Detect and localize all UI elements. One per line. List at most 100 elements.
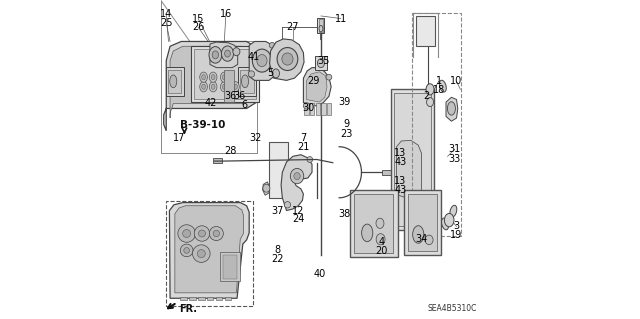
Bar <box>194 49 256 99</box>
Ellipse shape <box>400 163 415 181</box>
Ellipse shape <box>209 47 221 63</box>
Text: 28: 28 <box>225 145 237 156</box>
Bar <box>416 16 435 46</box>
Ellipse shape <box>252 49 271 72</box>
Ellipse shape <box>170 75 177 88</box>
Bar <box>350 190 397 257</box>
Text: 8: 8 <box>275 245 281 256</box>
Bar <box>317 18 324 33</box>
Ellipse shape <box>269 42 275 48</box>
Text: 3: 3 <box>454 221 460 232</box>
Text: 1: 1 <box>436 76 442 86</box>
Ellipse shape <box>222 84 226 89</box>
Text: 30: 30 <box>303 103 315 114</box>
Ellipse shape <box>220 72 228 82</box>
Text: 12: 12 <box>292 205 305 216</box>
Ellipse shape <box>209 226 223 241</box>
Text: 36: 36 <box>234 91 246 101</box>
Text: 9: 9 <box>343 119 349 130</box>
Bar <box>382 170 391 175</box>
Bar <box>327 103 332 115</box>
Polygon shape <box>269 39 304 80</box>
Text: 35: 35 <box>317 56 330 66</box>
Text: 43: 43 <box>394 185 406 195</box>
Text: 19: 19 <box>451 230 463 241</box>
Ellipse shape <box>326 74 332 80</box>
Ellipse shape <box>248 71 255 77</box>
Polygon shape <box>303 68 331 106</box>
Ellipse shape <box>178 225 195 242</box>
Ellipse shape <box>284 202 291 208</box>
Ellipse shape <box>198 230 205 237</box>
Ellipse shape <box>426 98 433 107</box>
Bar <box>191 46 259 102</box>
Ellipse shape <box>195 226 210 241</box>
Text: SEA4B5310C: SEA4B5310C <box>428 304 477 313</box>
Ellipse shape <box>376 218 384 228</box>
Ellipse shape <box>234 84 237 89</box>
Bar <box>394 93 431 226</box>
Text: 24: 24 <box>292 214 305 225</box>
Ellipse shape <box>444 213 454 227</box>
Bar <box>391 89 434 230</box>
Ellipse shape <box>282 53 293 65</box>
Text: 42: 42 <box>205 98 217 108</box>
Text: 4: 4 <box>378 237 384 248</box>
Ellipse shape <box>211 84 215 89</box>
Ellipse shape <box>450 205 457 217</box>
Ellipse shape <box>180 244 193 257</box>
Ellipse shape <box>291 168 304 184</box>
Bar <box>180 297 187 300</box>
Text: 33: 33 <box>449 154 461 164</box>
Bar <box>269 142 288 198</box>
Text: 17: 17 <box>173 133 185 143</box>
Polygon shape <box>164 41 259 131</box>
Bar <box>198 297 205 300</box>
Text: 5: 5 <box>268 68 274 78</box>
Ellipse shape <box>294 173 300 180</box>
Text: 20: 20 <box>375 246 387 256</box>
Text: 25: 25 <box>160 18 173 28</box>
Ellipse shape <box>220 82 228 92</box>
Ellipse shape <box>212 51 218 59</box>
Polygon shape <box>210 42 237 68</box>
Text: 43: 43 <box>394 157 406 167</box>
Ellipse shape <box>277 48 298 70</box>
Ellipse shape <box>222 75 226 80</box>
Ellipse shape <box>257 55 267 67</box>
Text: 2: 2 <box>423 91 429 101</box>
Ellipse shape <box>232 82 239 92</box>
Polygon shape <box>446 97 458 121</box>
Ellipse shape <box>303 103 310 109</box>
Ellipse shape <box>233 48 240 56</box>
Text: B-39-10: B-39-10 <box>180 120 225 130</box>
Ellipse shape <box>202 84 205 89</box>
Ellipse shape <box>200 72 207 82</box>
Text: 15: 15 <box>192 13 204 24</box>
Bar <box>220 252 239 281</box>
Bar <box>304 103 308 115</box>
Bar <box>216 297 222 300</box>
Text: FR.: FR. <box>179 304 197 314</box>
Text: 39: 39 <box>339 97 351 107</box>
Text: 34: 34 <box>415 234 428 244</box>
Ellipse shape <box>442 218 449 230</box>
Bar <box>237 67 256 96</box>
Polygon shape <box>262 182 269 195</box>
Polygon shape <box>281 155 312 211</box>
Bar <box>207 297 214 300</box>
Ellipse shape <box>213 230 220 237</box>
Bar <box>355 194 394 253</box>
Text: 38: 38 <box>339 209 351 219</box>
Text: 32: 32 <box>250 133 262 143</box>
Ellipse shape <box>273 69 280 78</box>
Ellipse shape <box>209 82 217 92</box>
Ellipse shape <box>426 17 430 22</box>
Ellipse shape <box>307 157 313 162</box>
Text: 10: 10 <box>451 76 463 86</box>
Text: 6: 6 <box>241 100 247 110</box>
Bar <box>404 190 441 255</box>
Text: 23: 23 <box>340 129 353 139</box>
Ellipse shape <box>184 248 189 253</box>
Polygon shape <box>307 72 327 102</box>
